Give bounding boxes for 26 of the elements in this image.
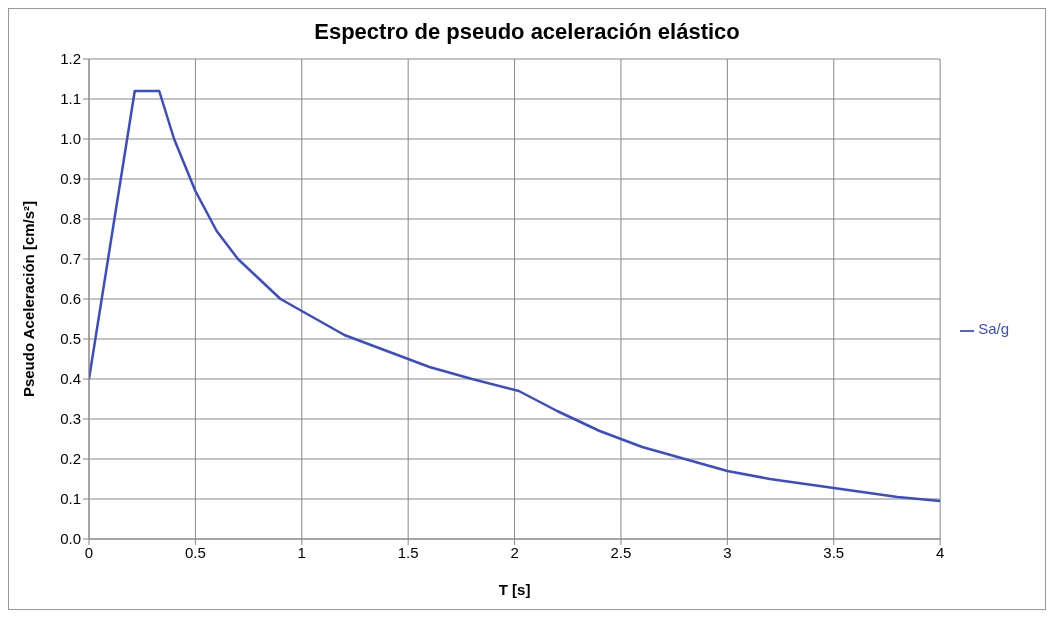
x-tick-label: 0 — [84, 543, 94, 561]
y-tick-label: 0.6 — [60, 290, 81, 308]
y-tick-label: 0.3 — [60, 410, 81, 428]
chart-title: Espectro de pseudo aceleración elástico — [313, 19, 741, 45]
x-tick-label: 2.5 — [610, 543, 632, 561]
y-tick-label: 0.0 — [60, 530, 81, 548]
y-tick-label: 1.2 — [60, 50, 81, 68]
y-tick-label: 0.2 — [60, 450, 81, 468]
x-tick-label: 3.5 — [823, 543, 845, 561]
y-tick-label: 1.1 — [60, 90, 81, 108]
y-tick-label: 0.4 — [60, 370, 81, 388]
y-tick-label: 0.5 — [60, 330, 81, 348]
y-tick-label: 0.8 — [60, 210, 81, 228]
x-tick-label: 3 — [723, 543, 732, 561]
x-tick-label: 4 — [935, 543, 945, 561]
y-tick-label: 0.1 — [60, 490, 81, 508]
y-tick-label: 0.7 — [60, 250, 81, 268]
x-tick-label: 1.5 — [397, 543, 419, 561]
y-axis-title: Pseudo Aceleración [cm/s²] — [20, 200, 38, 398]
legend-label: Sa/g — [978, 320, 1009, 338]
x-tick-label: 0.5 — [184, 543, 206, 561]
x-tick-label: 2 — [510, 543, 519, 561]
x-tick-label: 1 — [297, 543, 306, 561]
y-tick-label: 0.9 — [60, 170, 81, 188]
x-axis-title: T [s] — [498, 580, 531, 598]
y-tick-label: 1.0 — [60, 130, 81, 148]
